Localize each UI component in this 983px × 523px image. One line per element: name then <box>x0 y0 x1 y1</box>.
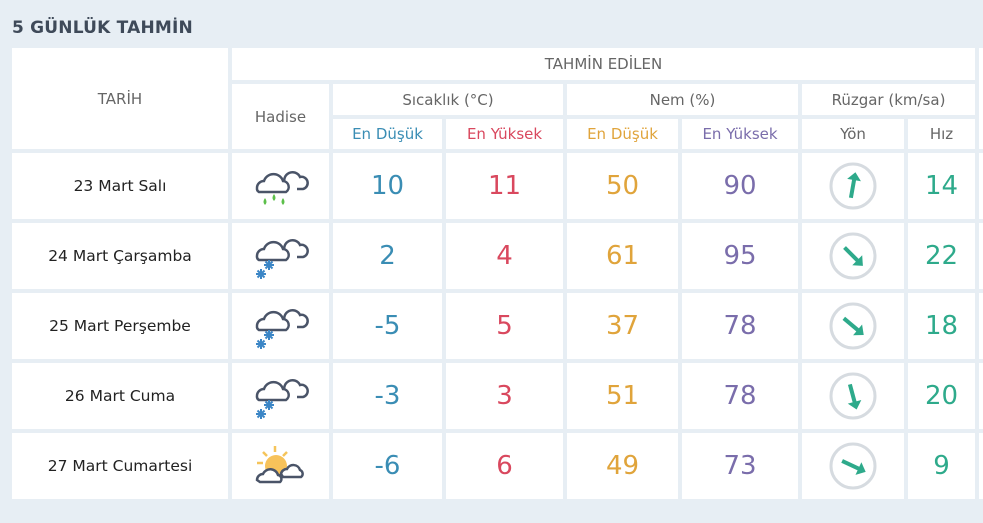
humidity-max-value: 73 <box>682 433 798 499</box>
cloud-rain-icon <box>251 162 311 210</box>
header-wind-dir: Yön <box>802 119 904 149</box>
wind-arrow-icon <box>828 441 878 491</box>
humidity-min-value: 51 <box>567 363 678 429</box>
extra-cell <box>979 223 983 289</box>
humidity-max-value: 95 <box>682 223 798 289</box>
temp-max-value: 4 <box>446 223 563 289</box>
humidity-max-value: 78 <box>682 293 798 359</box>
cloud-snow-icon <box>251 302 311 350</box>
wind-speed-value: 14 <box>908 153 975 219</box>
temp-max-value: 5 <box>446 293 563 359</box>
extra-cell <box>979 293 983 359</box>
wind-arrow-icon <box>828 161 878 211</box>
cloud-snow-icon <box>251 232 311 280</box>
wind-speed-value: 22 <box>908 223 975 289</box>
header-event: Hadise <box>232 84 329 149</box>
humidity-min-value: 49 <box>567 433 678 499</box>
header-temp-max: En Yüksek <box>446 119 563 149</box>
wind-direction-cell <box>802 363 904 429</box>
temp-min-value: 2 <box>333 223 442 289</box>
header-date: TARİH <box>12 48 228 149</box>
temp-min-value: 10 <box>333 153 442 219</box>
weather-icon-cell <box>232 293 329 359</box>
header-humidity: Nem (%) <box>567 84 798 115</box>
temp-max-value: 3 <box>446 363 563 429</box>
header-temp-min: En Düşük <box>333 119 442 149</box>
cloud-snow-icon <box>251 372 311 420</box>
wind-speed-value: 9 <box>908 433 975 499</box>
extra-cell <box>979 153 983 219</box>
header-hum-min: En Düşük <box>567 119 678 149</box>
extra-cell <box>979 433 983 499</box>
forecast-table: TARİH TAHMİN EDİLEN Hadise Sıcaklık (°C)… <box>12 48 983 499</box>
temp-max-value: 6 <box>446 433 563 499</box>
header-wind-speed: Hız <box>908 119 975 149</box>
extra-cell <box>979 363 983 429</box>
header-forecast: TAHMİN EDİLEN <box>232 48 975 80</box>
wind-arrow-icon <box>828 371 878 421</box>
temp-max-value: 11 <box>446 153 563 219</box>
temp-min-value: -5 <box>333 293 442 359</box>
date-cell: 23 Mart Salı <box>12 153 228 219</box>
humidity-max-value: 90 <box>682 153 798 219</box>
weather-icon-cell <box>232 363 329 429</box>
wind-speed-value: 18 <box>908 293 975 359</box>
header-extra <box>979 48 983 149</box>
sun-cloud-icon <box>251 442 311 490</box>
wind-direction-cell <box>802 433 904 499</box>
page-title: 5 GÜNLÜK TAHMİN <box>12 18 193 38</box>
wind-speed-value: 20 <box>908 363 975 429</box>
wind-direction-cell <box>802 223 904 289</box>
date-cell: 25 Mart Perşembe <box>12 293 228 359</box>
weather-icon-cell <box>232 153 329 219</box>
humidity-min-value: 61 <box>567 223 678 289</box>
header-hum-max: En Yüksek <box>682 119 798 149</box>
weather-icon-cell <box>232 433 329 499</box>
date-cell: 24 Mart Çarşamba <box>12 223 228 289</box>
date-cell: 26 Mart Cuma <box>12 363 228 429</box>
wind-direction-cell <box>802 293 904 359</box>
humidity-max-value: 78 <box>682 363 798 429</box>
temp-min-value: -6 <box>333 433 442 499</box>
header-wind: Rüzgar (km/sa) <box>802 84 975 115</box>
wind-arrow-icon <box>828 301 878 351</box>
humidity-min-value: 37 <box>567 293 678 359</box>
wind-direction-cell <box>802 153 904 219</box>
temp-min-value: -3 <box>333 363 442 429</box>
date-cell: 27 Mart Cumartesi <box>12 433 228 499</box>
wind-arrow-icon <box>828 231 878 281</box>
weather-icon-cell <box>232 223 329 289</box>
humidity-min-value: 50 <box>567 153 678 219</box>
header-temp: Sıcaklık (°C) <box>333 84 563 115</box>
